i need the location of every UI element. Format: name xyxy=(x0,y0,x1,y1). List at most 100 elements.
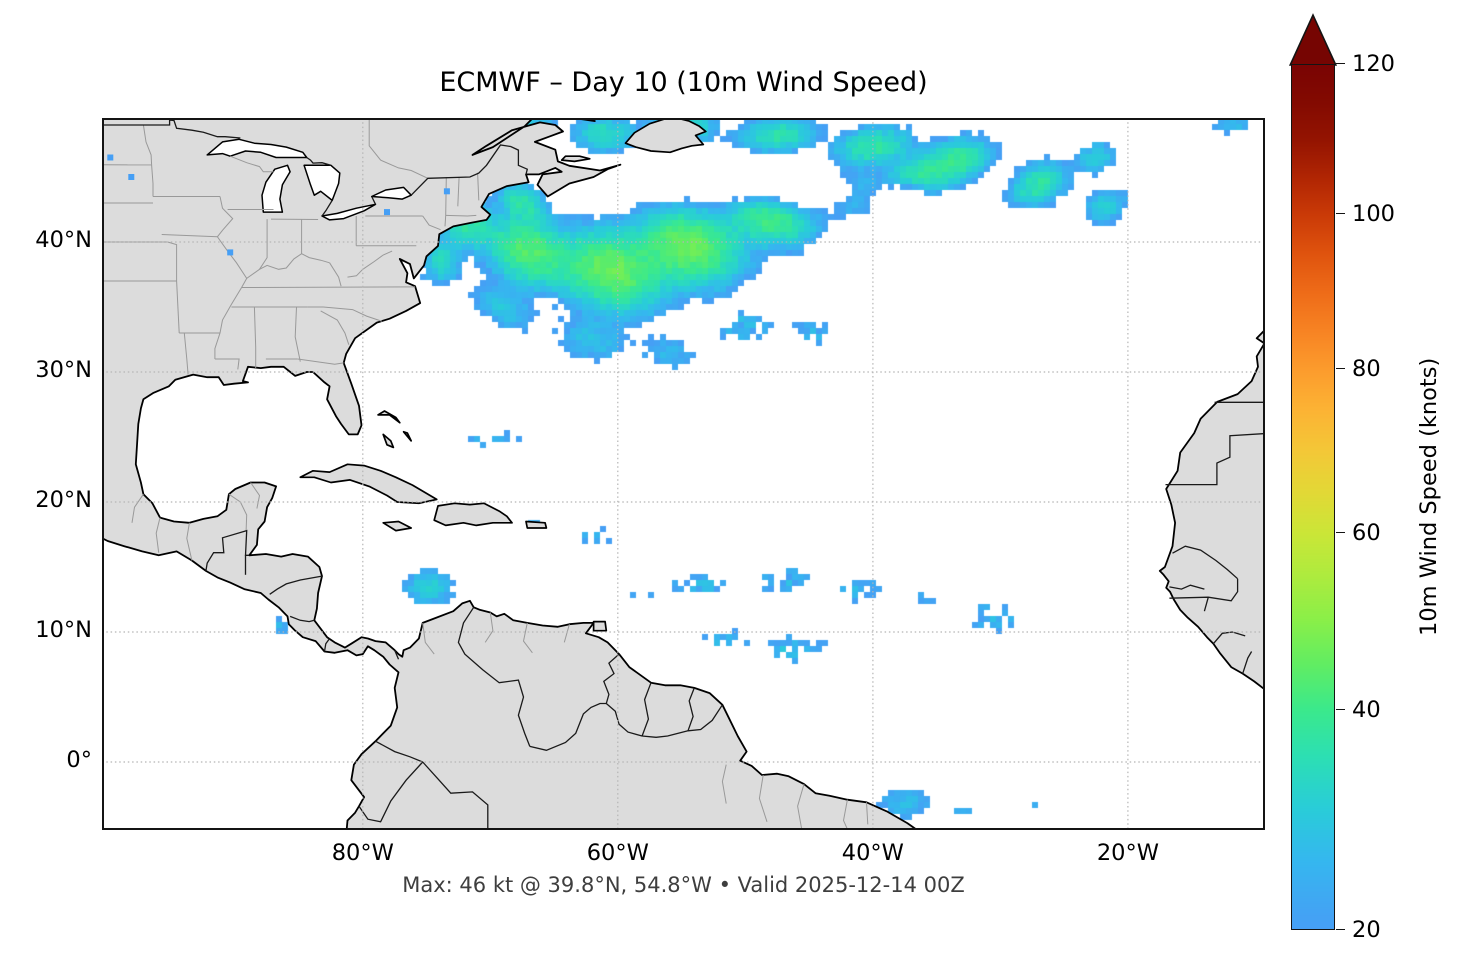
island xyxy=(402,430,413,442)
country-border xyxy=(1242,651,1253,674)
country-border xyxy=(371,196,377,205)
wind-speck xyxy=(128,174,135,180)
colorbar-tick-label: 40 xyxy=(1352,696,1381,723)
country-border xyxy=(641,682,652,737)
country-border xyxy=(422,761,489,830)
state-border xyxy=(241,286,416,288)
country-border xyxy=(205,529,250,572)
island xyxy=(299,463,438,505)
state-border xyxy=(131,493,144,523)
state-border xyxy=(563,624,570,643)
colorbar-tick-mark xyxy=(1336,212,1345,214)
lake xyxy=(261,164,291,213)
colorbar xyxy=(1291,64,1335,930)
country-border xyxy=(605,703,643,737)
island xyxy=(525,520,548,529)
island xyxy=(377,410,401,424)
state-border xyxy=(457,176,460,207)
lat-tick-label: 40°N xyxy=(35,227,92,254)
island xyxy=(433,502,513,527)
state-border xyxy=(297,358,344,365)
colorbar-tick-mark xyxy=(1336,531,1345,533)
state-border xyxy=(347,250,393,278)
state-border xyxy=(142,124,153,165)
island xyxy=(382,433,395,449)
island xyxy=(624,118,707,154)
country-border xyxy=(457,606,531,747)
colorbar-tick-label: 80 xyxy=(1352,356,1381,383)
state-border xyxy=(721,764,727,804)
state-border xyxy=(797,783,805,830)
lon-tick-label: 60°W xyxy=(586,840,649,866)
colorbar-tick-label: 20 xyxy=(1352,917,1381,943)
state-border xyxy=(214,358,240,370)
state-border xyxy=(214,196,248,359)
state-border xyxy=(320,310,350,345)
country-border xyxy=(394,649,400,660)
state-border xyxy=(230,155,274,173)
wind-speck xyxy=(384,209,390,216)
colorbar-tick-label: 60 xyxy=(1352,519,1381,546)
landmass-americas xyxy=(102,118,919,830)
colorbar-tick-mark xyxy=(1336,63,1345,65)
colorbar-tick-label: 100 xyxy=(1352,200,1395,227)
country-border xyxy=(1203,597,1209,612)
state-border xyxy=(422,622,435,655)
country-border xyxy=(687,687,695,732)
lon-tick-label: 80°W xyxy=(331,840,394,866)
country-border xyxy=(1169,584,1205,590)
state-border xyxy=(329,262,342,287)
lat-tick-label: 10°N xyxy=(35,617,92,643)
state-border xyxy=(445,214,477,217)
lake xyxy=(303,164,341,202)
country-border xyxy=(269,575,323,595)
country-border xyxy=(642,730,689,738)
lat-tick-label: 0° xyxy=(66,747,92,773)
state-border xyxy=(253,306,257,369)
basemap-coastlines xyxy=(102,118,1265,830)
state-border xyxy=(259,219,268,270)
country-border xyxy=(358,761,424,823)
colorbar-tick-mark xyxy=(1336,368,1345,370)
country-border xyxy=(529,702,607,751)
state-border xyxy=(522,622,533,654)
lat-tick-label: 30°N xyxy=(35,357,92,384)
lake xyxy=(321,203,377,221)
map-plot-area xyxy=(102,118,1265,830)
country-border xyxy=(1169,578,1239,602)
country-border xyxy=(687,704,723,732)
state-border xyxy=(842,799,849,830)
landmass-africa xyxy=(1158,328,1265,691)
state-border xyxy=(307,306,383,322)
state-border xyxy=(167,241,178,281)
country-border xyxy=(410,144,529,196)
colorbar-tick-mark xyxy=(1336,929,1345,931)
country-border xyxy=(102,119,241,139)
state-border xyxy=(183,332,189,375)
lat-tick-label: 20°N xyxy=(35,487,92,513)
colorbar-tick-label: 120 xyxy=(1352,51,1395,77)
state-border xyxy=(758,774,768,822)
country-border xyxy=(1172,545,1239,580)
country-border xyxy=(321,200,333,217)
state-border xyxy=(294,306,301,362)
colorbar-gradient xyxy=(1292,65,1334,929)
colorbar-axis-label: 10m Wind Speed (knots) xyxy=(1416,357,1442,637)
state-border xyxy=(250,482,261,509)
colorbar-tick-mark xyxy=(1336,708,1345,710)
island xyxy=(382,520,413,532)
lon-tick-label: 40°W xyxy=(841,840,904,866)
country-border xyxy=(1212,631,1246,645)
lon-tick-label: 20°W xyxy=(1096,840,1159,866)
chart-title: ECMWF – Day 10 (10m Wind Speed) xyxy=(439,67,928,98)
state-border xyxy=(422,215,441,231)
state-border xyxy=(477,172,480,201)
country-border xyxy=(375,740,423,763)
country-border xyxy=(289,615,315,623)
country-border xyxy=(603,653,620,704)
state-border xyxy=(176,280,180,334)
caption: Max: 46 kt @ 39.8°N, 54.8°W • Valid 2025… xyxy=(402,873,965,897)
state-border xyxy=(866,802,869,825)
state-border xyxy=(246,253,330,279)
